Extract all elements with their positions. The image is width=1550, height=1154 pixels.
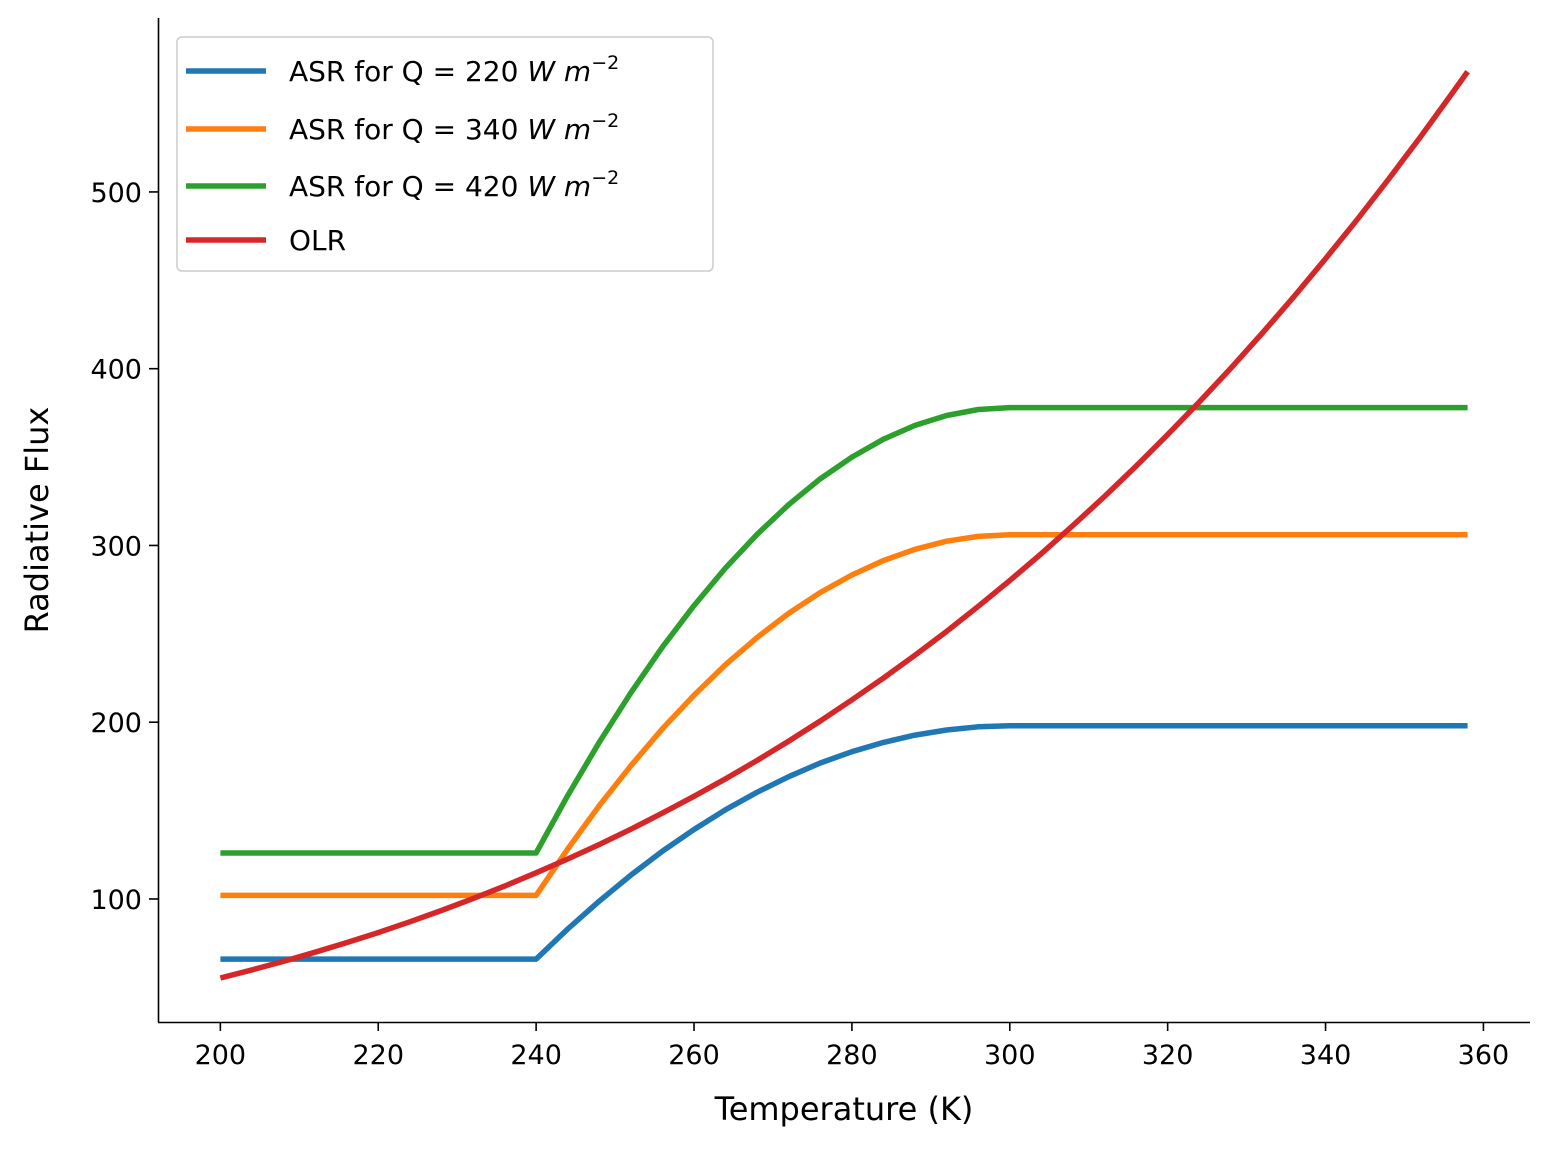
x-tick-label: 220 — [352, 1040, 404, 1071]
x-axis-ticks: 200 220 240 260 280 300 320 340 360 — [195, 1022, 1510, 1071]
legend-label-1: ASR for Q = 340 W m−2 — [289, 110, 619, 146]
series-line-2 — [220, 404, 1468, 856]
series-line-3 — [219, 70, 1470, 981]
legend-label-exponent: −2 — [591, 110, 619, 132]
legend-label-unit: W m — [527, 55, 591, 88]
x-tick-label: 340 — [1300, 1040, 1352, 1071]
y-tick-label: 400 — [90, 355, 142, 386]
legend-label-exponent: −2 — [591, 52, 619, 74]
legend-label-2: ASR for Q = 420 W m−2 — [289, 167, 619, 203]
legend-label-unit: W m — [527, 170, 591, 203]
legend-label-text: OLR — [289, 224, 346, 257]
x-tick-label: 280 — [826, 1040, 878, 1071]
legend-label-text: ASR for Q = 420 — [289, 170, 527, 203]
series-lines — [219, 70, 1470, 981]
y-tick-label: 200 — [90, 708, 142, 739]
x-tick-label: 240 — [510, 1040, 562, 1071]
x-tick-label: 360 — [1458, 1040, 1510, 1071]
y-axis-label: Radiative Flux — [18, 407, 56, 634]
legend-label-text: ASR for Q = 220 — [289, 55, 527, 88]
legend-box — [176, 36, 714, 272]
x-tick-label: 320 — [1142, 1040, 1194, 1071]
x-tick-label: 200 — [195, 1040, 247, 1071]
legend-label-exponent: −2 — [591, 167, 619, 189]
legend-label-3: OLR — [289, 224, 346, 257]
y-tick-label: 100 — [90, 885, 142, 916]
legend-label-0: ASR for Q = 220 W m−2 — [289, 52, 619, 88]
series-line-1 — [220, 532, 1468, 899]
x-axis-label: Temperature (K) — [714, 1090, 974, 1128]
x-tick-label: 300 — [984, 1040, 1036, 1071]
x-tick-label: 260 — [668, 1040, 720, 1071]
legend-label-text: ASR for Q = 340 — [289, 113, 527, 146]
y-axis-ticks: 100 200 300 400 500 — [90, 178, 158, 916]
y-tick-label: 500 — [90, 178, 142, 209]
legend-label-unit: W m — [527, 113, 591, 146]
series-line-0 — [220, 722, 1468, 962]
y-tick-label: 300 — [90, 531, 142, 562]
